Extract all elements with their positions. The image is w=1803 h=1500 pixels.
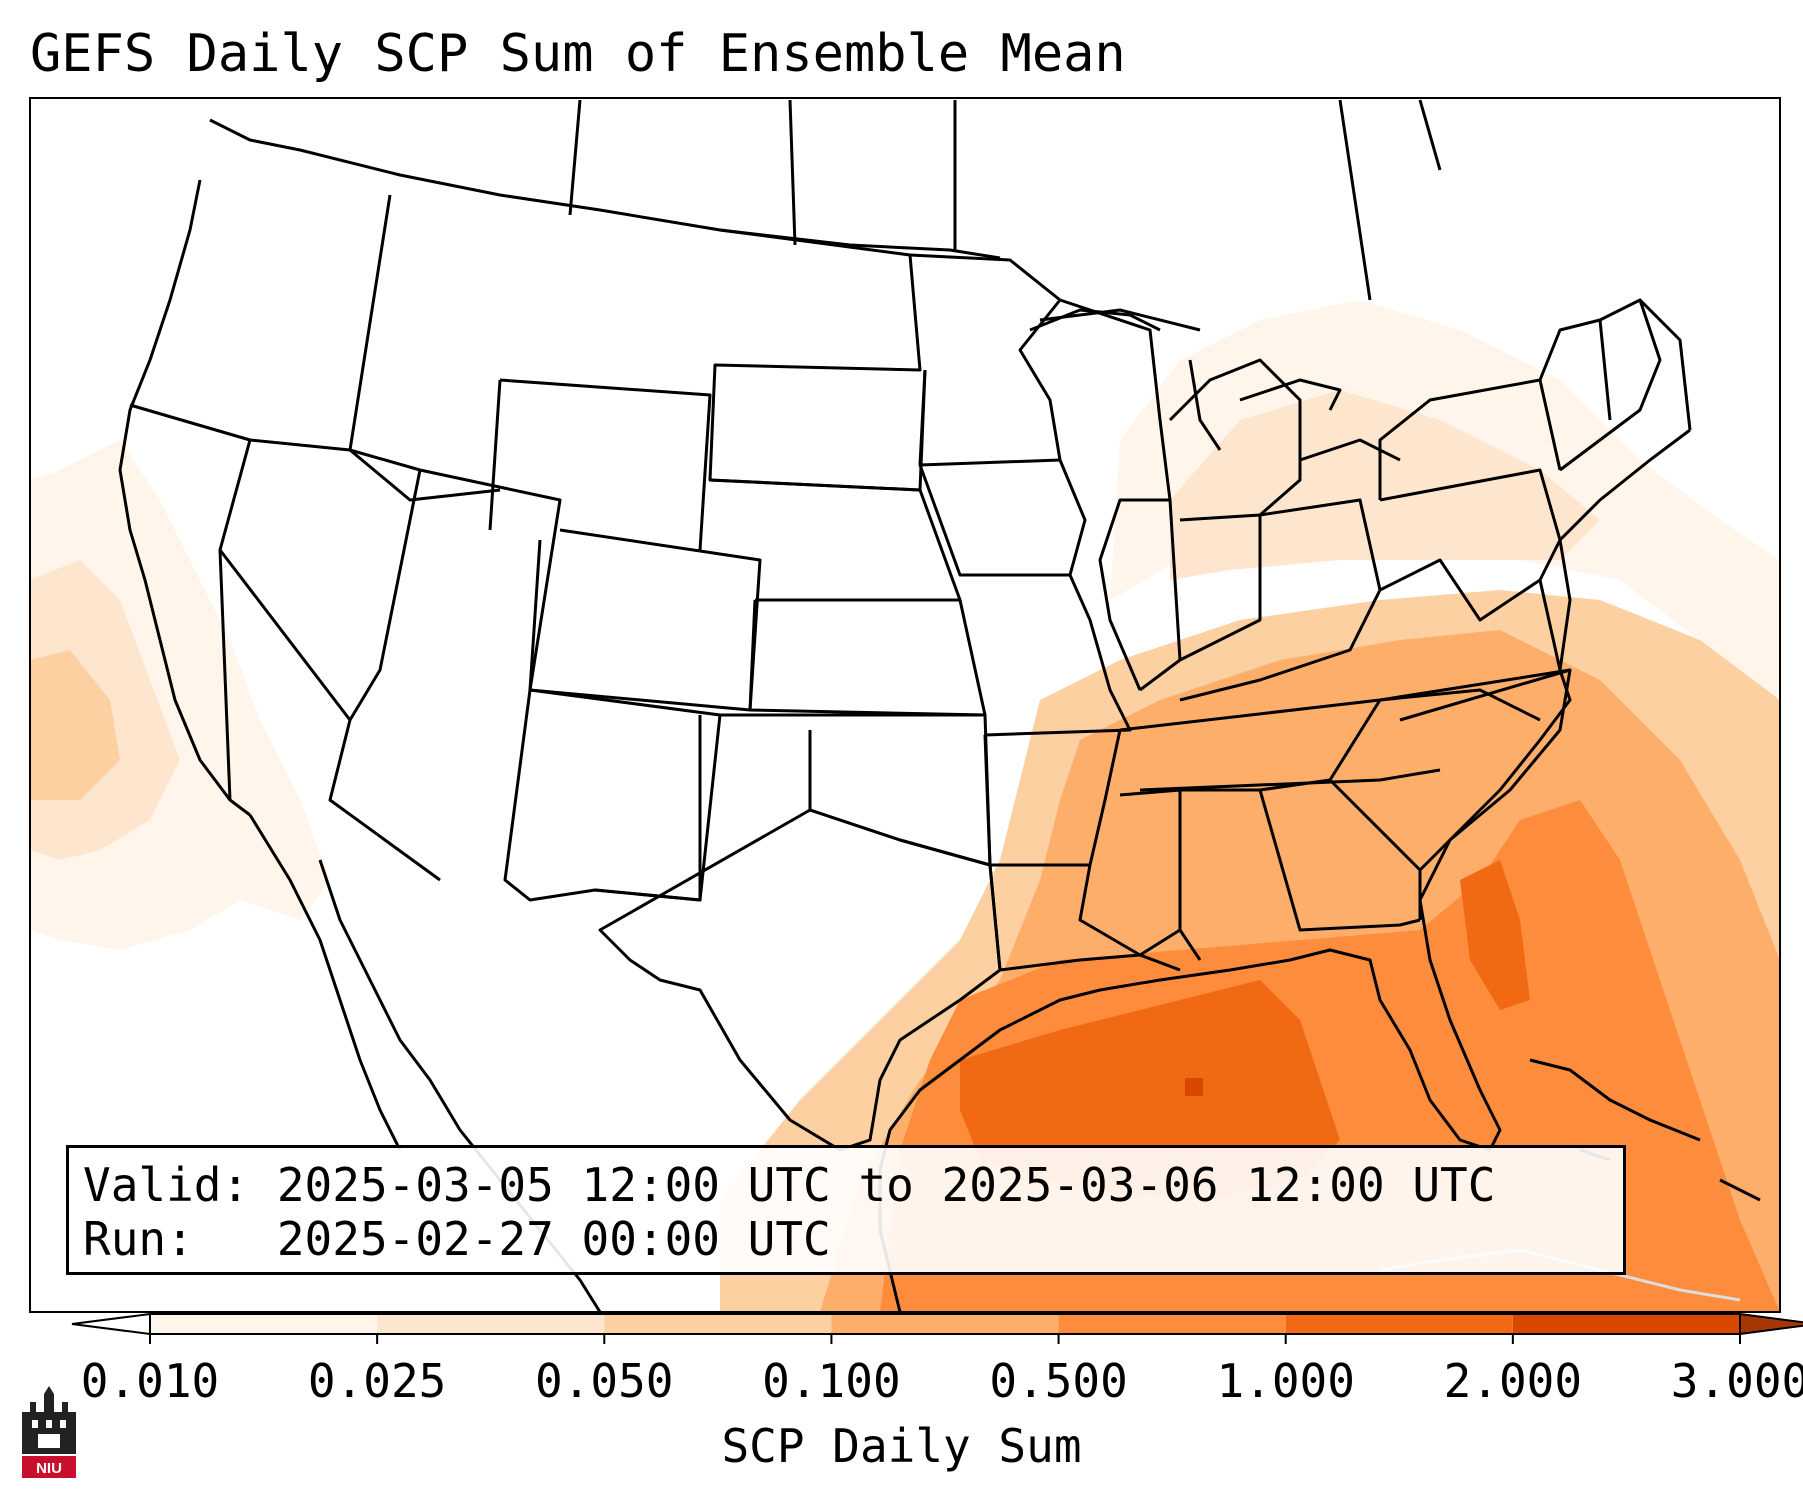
shade-gulf-max (1185, 1078, 1203, 1096)
colorbar-segment (1058, 1314, 1286, 1334)
state-carolinas (1328, 668, 1572, 872)
shade-atlantic-dark (1460, 860, 1530, 1010)
map-frame (29, 97, 1781, 1313)
colorbar-segment (604, 1314, 832, 1334)
state-la-ms (988, 788, 1182, 972)
west-coast (118, 179, 251, 817)
state-id-mt (348, 194, 501, 502)
province-lines (568, 99, 1442, 301)
logo-text: NIU (36, 1460, 62, 1477)
state-wa-or (129, 403, 351, 452)
colorbar-tick-label: 3.000 (1670, 1354, 1803, 1408)
state-al-ga-fl (1178, 778, 1422, 961)
canada-border-west (209, 118, 1001, 260)
shade-pacific-mid (30, 650, 120, 800)
state-ne-ks (709, 478, 987, 717)
colorbar-tick-label: 0.010 (80, 1354, 220, 1408)
colorbar-outline (149, 1313, 1741, 1335)
colorbar-tick-label: 0.500 (989, 1354, 1128, 1408)
state-or-nv-ca (218, 439, 352, 801)
colorbar-label: SCP Daily Sum (721, 1419, 1082, 1473)
state-new-england (1538, 298, 1692, 472)
state-nv-ut-az (328, 448, 562, 882)
run-text: Run: 2025-02-27 00:00 UTC (83, 1212, 831, 1266)
colorbar-segment (150, 1314, 378, 1334)
colorbar-tick-label: 0.050 (535, 1354, 674, 1408)
colorbar-under-arrow (71, 1312, 151, 1336)
great-lakes (1029, 308, 1401, 462)
colorbar-tick-label: 1.000 (1216, 1354, 1355, 1408)
state-mt-wy (488, 378, 712, 551)
colorbar-tick-label: 0.025 (307, 1354, 447, 1408)
valid-run-box: Valid: 2025-03-05 12:00 UTC to 2025-03-0… (66, 1145, 1626, 1275)
state-nm (503, 688, 722, 902)
colorbar-tick-label: 2.000 (1443, 1354, 1583, 1408)
shade-northeast-light (1170, 390, 1600, 580)
state-mn-ia (909, 253, 1087, 577)
valid-text: Valid: 2025-03-05 12:00 UTC to 2025-03-0… (83, 1158, 1496, 1212)
colorbar-over-arrow (1739, 1312, 1803, 1336)
colorbar-tick-label: 0.100 (762, 1354, 901, 1408)
colorbar (71, 1312, 1803, 1344)
niu-castle-logo-icon: NIU (22, 1386, 76, 1478)
map-title: GEFS Daily SCP Sum of Ensemble Mean (30, 24, 1126, 84)
state-co (528, 528, 762, 712)
colorbar-segment (1285, 1314, 1513, 1334)
colorbar-segment (377, 1314, 605, 1334)
state-dakotas (708, 228, 927, 492)
colorbar-segment (1512, 1314, 1740, 1334)
state-wi-il-in (1059, 298, 1262, 692)
colorbar-segment (831, 1314, 1059, 1334)
state-va-wv-pa-ny (1378, 378, 1562, 671)
state-ok (720, 713, 992, 867)
